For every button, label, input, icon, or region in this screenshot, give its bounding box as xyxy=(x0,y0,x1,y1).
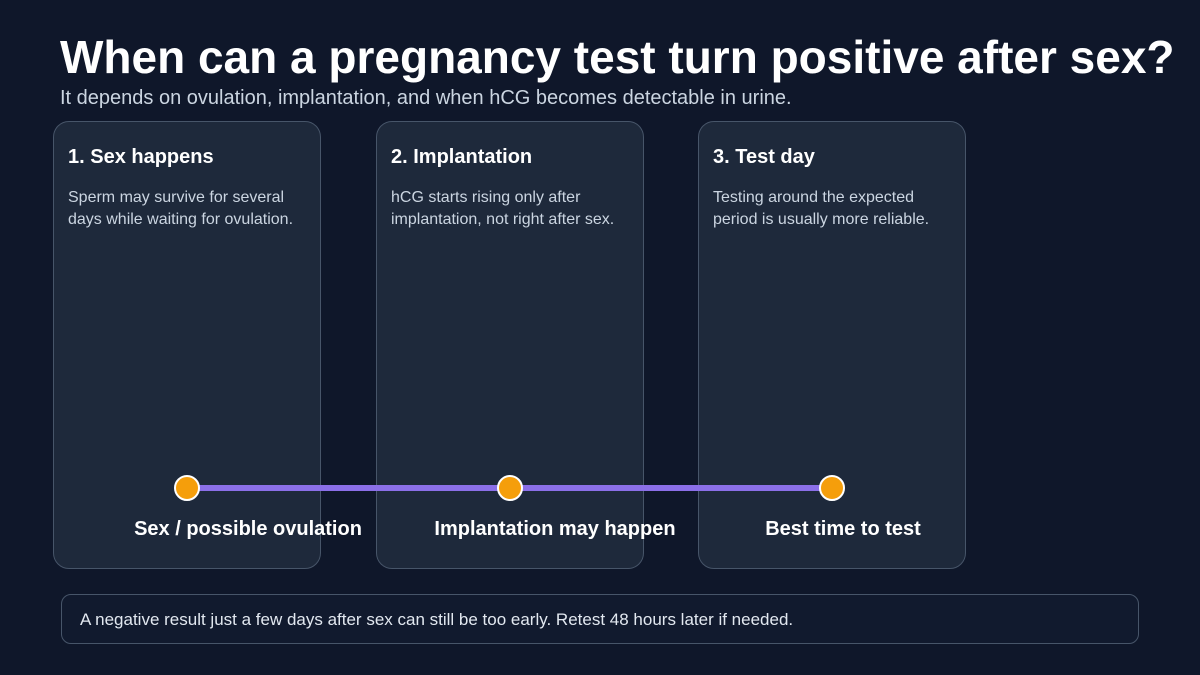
timeline-label: Implantation may happen xyxy=(434,518,676,540)
card-text: Sperm may survive for several days while… xyxy=(68,189,294,228)
timeline-dot xyxy=(497,475,523,501)
card-text: Testing around the expected period is us… xyxy=(713,189,930,228)
card: 2. Implantation hCG starts rising only af… xyxy=(376,121,644,569)
card-title: 1. Sex happens xyxy=(68,146,214,168)
subtitle: It depends on ovulation, implantation, a… xyxy=(60,87,792,109)
timeline-label: Best time to test xyxy=(765,518,921,540)
title: When can a pregnancy test turn positive … xyxy=(60,31,1175,83)
card-title: 2. Implantation xyxy=(391,146,533,168)
timeline-label: Sex / possible ovulation xyxy=(134,518,362,540)
timeline-dot xyxy=(174,475,200,501)
card-title: 3. Test day xyxy=(713,146,815,168)
card-text: hCG starts rising only after implantatio… xyxy=(391,189,615,228)
note: A negative result just a few days after … xyxy=(61,594,1139,644)
timeline-dot xyxy=(819,475,845,501)
